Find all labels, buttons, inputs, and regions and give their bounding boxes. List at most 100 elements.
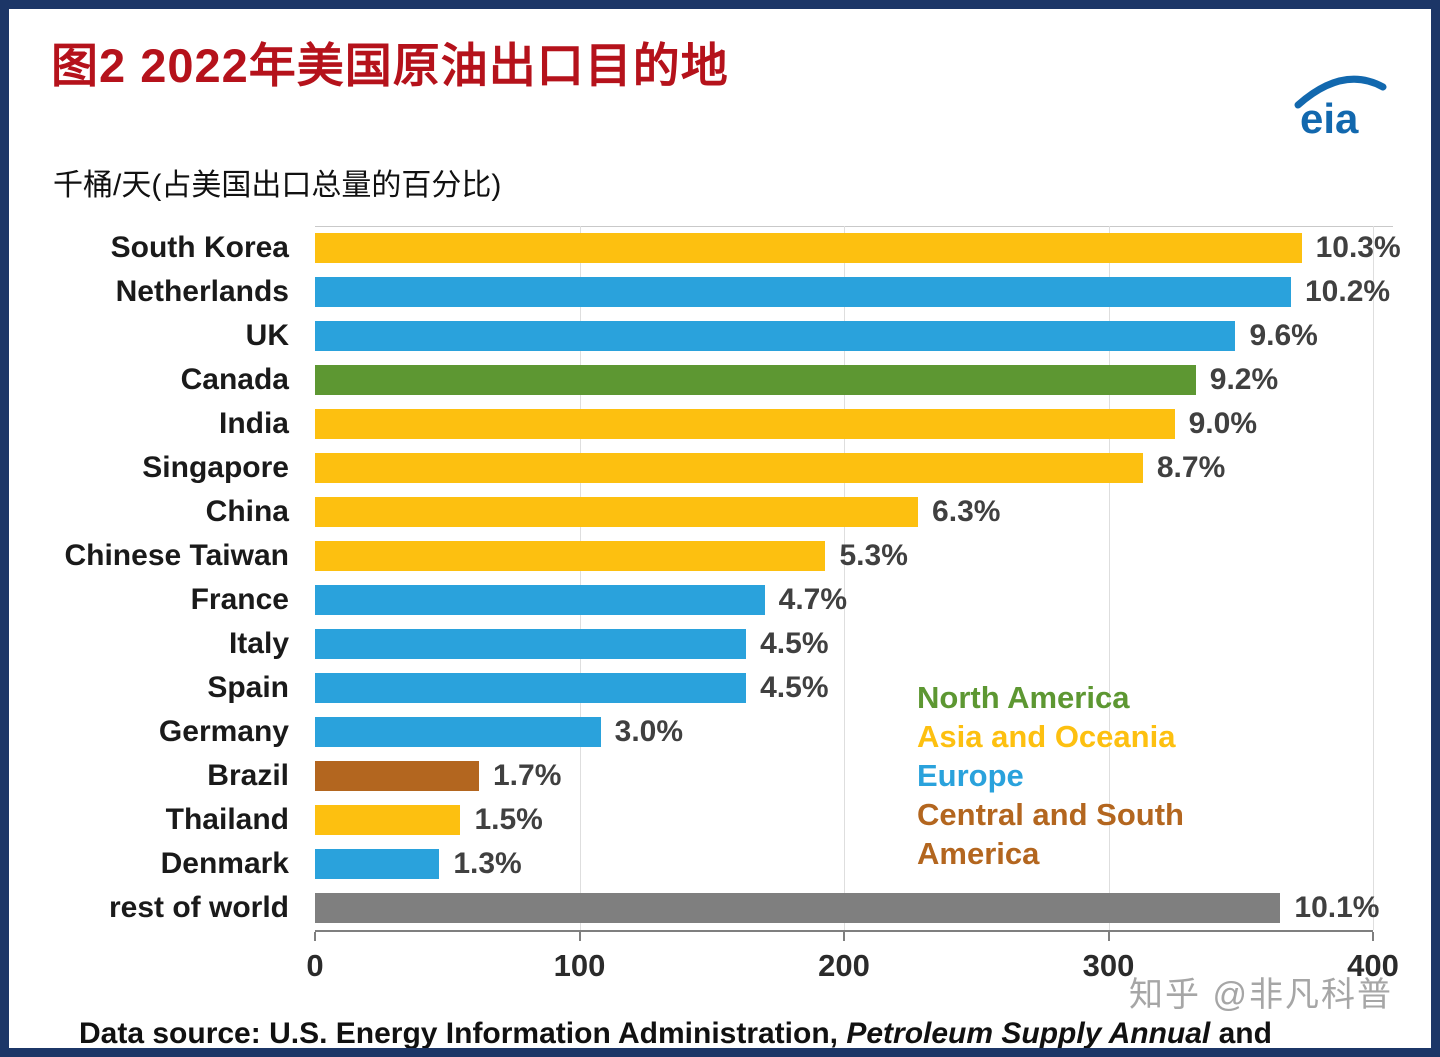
category-label: Netherlands <box>115 275 289 308</box>
category-label: Chinese Taiwan <box>64 539 289 572</box>
value-label: 1.7% <box>492 759 562 792</box>
data-source: Data source: U.S. Energy Information Adm… <box>79 1014 1431 1050</box>
bar-track: 4.5% <box>315 627 1373 660</box>
category-label: rest of world <box>108 891 289 924</box>
bar <box>315 409 1175 439</box>
gridline <box>844 226 845 930</box>
tick-label: 300 <box>1082 948 1135 983</box>
category-label: Thailand <box>165 803 289 836</box>
value-label: 9.2% <box>1209 363 1279 396</box>
bar <box>315 233 1302 263</box>
bar-row: Brazil 1.7% <box>49 754 1391 798</box>
bar-track: 8.7% <box>315 451 1373 484</box>
category-label: UK <box>245 319 289 352</box>
bar-row: Denmark 1.3% <box>49 842 1391 886</box>
value-label: 4.5% <box>760 627 829 660</box>
eia-logo-text: eia <box>1300 95 1359 141</box>
bar-track: 1.5% <box>315 803 1373 836</box>
value-label: 4.5% <box>760 671 829 704</box>
tick-mark <box>314 932 316 941</box>
source-and: and <box>1210 1017 1272 1050</box>
tick-label: 0 <box>306 948 324 983</box>
legend-item: Asia and Oceania <box>917 719 1176 754</box>
figure-subtitle: 千桶/天(占美国出口总量的百分比) <box>53 169 502 202</box>
value-label: 1.5% <box>474 803 543 836</box>
bar <box>315 805 461 835</box>
value-label: 6.3% <box>932 495 1001 528</box>
bar-track: 9.0% <box>315 407 1373 440</box>
bar <box>315 365 1196 395</box>
tick-mark <box>843 932 845 941</box>
bar-track: 10.3% <box>315 231 1401 264</box>
category-label: Italy <box>228 627 289 660</box>
tick-label: 100 <box>553 948 606 983</box>
legend: North America Asia and Oceania Europe Centr… <box>917 678 1229 873</box>
bar <box>315 849 440 879</box>
tick-mark <box>1372 932 1374 941</box>
gridlines <box>315 226 1374 930</box>
bar-track: 9.2% <box>315 363 1373 396</box>
bar-track: 4.5% <box>315 671 1373 704</box>
category-label: South Korea <box>110 231 289 264</box>
bar-row: Singapore 8.7% <box>49 446 1391 490</box>
bar-chart: South Korea 10.3% Netherlands 10.2% UK 9.6% Ca… <box>49 226 1401 998</box>
bar-track: 1.3% <box>315 847 1373 880</box>
bar-row: UK 9.6% <box>49 314 1391 358</box>
gridline <box>1373 226 1374 930</box>
eia-arc-icon <box>1294 75 1387 109</box>
bar-track: 9.6% <box>315 319 1373 352</box>
bar <box>315 541 826 571</box>
value-label: 5.3% <box>839 539 908 572</box>
legend-item: North America <box>917 680 1130 715</box>
bar-row: Thailand 1.5% <box>49 798 1391 842</box>
bar-row: Netherlands 10.2% <box>49 270 1391 314</box>
tick-label: 200 <box>818 948 870 983</box>
eia-logo-graphic: eia <box>1294 75 1387 142</box>
category-label: Canada <box>180 363 289 396</box>
tick-mark <box>578 932 581 941</box>
bar-track: 3.0% <box>315 715 1373 748</box>
category-label: Denmark <box>160 847 289 880</box>
value-label: 1.3% <box>453 847 522 880</box>
figure-header: 图2 2022年美国原油出口目的地 eia <box>9 9 1431 146</box>
bar-row: South Korea 10.3% <box>49 226 1401 270</box>
bar <box>315 497 919 527</box>
source-text: Data source: U.S. Energy Information Adm… <box>79 1017 847 1050</box>
x-axis: 0 100 200 300 400 <box>306 930 1399 998</box>
watermark: 知乎 @非凡科普 <box>1129 976 1393 1014</box>
category-label: China <box>205 495 289 528</box>
value-label: 10.2% <box>1305 275 1391 308</box>
bar <box>315 673 747 703</box>
category-label: Germany <box>158 715 289 748</box>
bar-row: China 6.3% <box>49 490 1391 534</box>
bar <box>315 717 601 747</box>
figure-title: 图2 2022年美国原油出口目的地 <box>51 39 729 92</box>
plot-rows: South Korea 10.3% Netherlands 10.2% UK 9.6% Ca… <box>49 226 1401 930</box>
bar <box>315 761 479 791</box>
source-italic-annual: Petroleum Supply Annual <box>846 1017 1211 1050</box>
eia-logo: eia <box>1293 71 1387 146</box>
bar-track: 1.7% <box>315 759 1373 792</box>
bar-row: Germany 3.0% <box>49 710 1391 754</box>
value-label: 3.0% <box>614 715 684 748</box>
bar-row: Italy 4.5% <box>49 622 1391 666</box>
category-label: Brazil <box>207 759 289 792</box>
value-label: 10.1% <box>1294 891 1380 924</box>
tick-label: 400 <box>1347 948 1399 983</box>
category-label: Spain <box>207 671 289 704</box>
bar-row: Chinese Taiwan 5.3% <box>49 534 1391 578</box>
bar-track: 4.7% <box>315 583 1373 616</box>
bar <box>315 321 1236 351</box>
bar <box>315 893 1281 923</box>
bar-row: India 9.0% <box>49 402 1391 446</box>
legend-item: Europe <box>917 758 1024 793</box>
bar-row: rest of world 10.1% <box>49 886 1391 930</box>
value-label: 10.3% <box>1315 231 1401 264</box>
legend-item: Central and South America <box>917 797 1184 871</box>
bar-track: 10.1% <box>315 891 1380 924</box>
bar-row: France 4.7% <box>49 578 1391 622</box>
gridline <box>1108 226 1110 930</box>
category-label: Singapore <box>142 451 289 484</box>
bar-row: Spain 4.5% <box>49 666 1391 710</box>
